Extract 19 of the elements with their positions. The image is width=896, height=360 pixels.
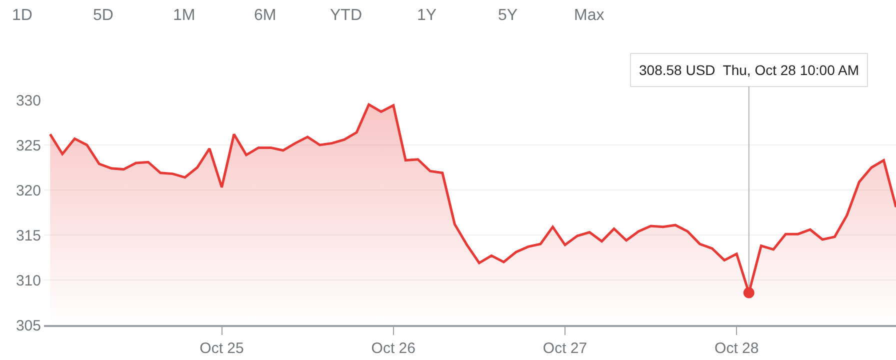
text: YTD	[330, 7, 362, 24]
text: 1Y	[417, 7, 437, 24]
x-tick-label: Oct 27	[542, 340, 588, 357]
y-tick-label: 325	[16, 137, 41, 154]
annotation: 308.58 USD Thu, Oct 28 10:00 AM	[639, 62, 859, 78]
y-tick-label: 315	[16, 227, 41, 244]
x-tick-label: Oct 26	[371, 340, 416, 357]
text: 6M	[254, 7, 276, 24]
y-tick-label: 330	[16, 92, 41, 110]
y-tick-label: 320	[16, 182, 41, 200]
text: 1M	[173, 7, 196, 24]
text: 5Y	[498, 7, 518, 24]
y-tick-label: 305	[16, 317, 41, 334]
text: 5D	[93, 7, 114, 24]
x-tick-label: Oct 28	[714, 340, 759, 357]
y-tick-label: 310	[16, 272, 41, 290]
x-tick-label: Oct 25	[200, 340, 244, 357]
text: Max	[574, 7, 604, 24]
text: 1D	[12, 7, 32, 24]
